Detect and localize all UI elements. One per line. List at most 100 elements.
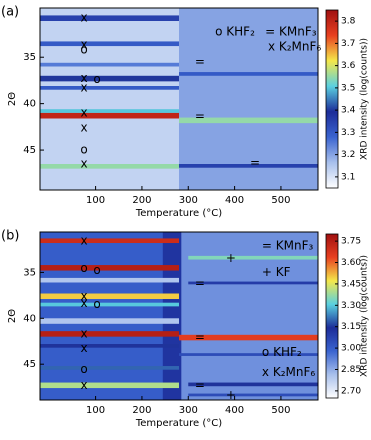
annotation: + [226,388,236,402]
annotation: x [80,80,87,94]
colorbar [325,233,339,399]
heat-cell [179,334,318,341]
colorbar-tick-label: 2.85 [341,365,361,375]
heat-cell [40,8,179,190]
annotation: = KMnF₃ [262,238,314,252]
annotation: o [93,72,100,86]
heat-cell [179,353,318,356]
annotation: + KF [262,265,291,279]
x-tick-label: 200 [132,195,151,206]
x-axis-label: Temperature (°C) [135,418,222,429]
heat-cell [179,8,318,190]
annotation: o [80,261,87,275]
heat-cell [40,75,179,82]
annotation: x [80,120,87,134]
annotation: o [93,297,100,311]
heat-cell [40,41,179,47]
heat-cell [40,265,179,271]
heat-cell [40,238,179,244]
heat-cell [188,393,318,397]
annotation: + [226,251,236,265]
annotation: = [195,109,205,123]
colorbar-tick-label: 3.75 [341,237,361,247]
annotation: = [195,54,205,68]
heat-cell [40,86,179,90]
heat-cell [40,366,179,370]
y-tick-label: 35 [23,52,36,63]
annotation: x [80,105,87,119]
annotation: x K₂MnF₆ [268,40,321,54]
x-tick-label: 500 [271,195,290,206]
heat-cell [188,255,318,260]
annotation: = [195,276,205,290]
y-axis-label: 2Θ [7,92,18,106]
plot-frame [39,7,319,191]
colorbar-tick-label: 2.70 [341,386,361,396]
annotation: x [80,289,87,303]
heat-cell [40,15,179,21]
heat-cell [40,232,179,400]
plot-frame [39,231,319,401]
x-tick-label: 400 [225,405,244,416]
x-tick-label: 300 [179,195,198,206]
colorbar-tick-label: 3.00 [341,344,361,354]
heatmap [40,232,318,400]
panel-label: (a) [1,5,19,20]
y-tick-label: 45 [23,359,36,370]
heat-cell [40,318,179,324]
annotation: o [93,263,100,277]
heat-cell [179,72,318,76]
colorbar-tick-label: 3.7 [341,39,355,49]
heat-cell [188,281,318,285]
x-axis-label: Temperature (°C) [135,208,222,219]
annotation: x [80,38,87,52]
heat-cell [40,164,179,169]
annotation: x [80,71,87,85]
panel-label: (b) [1,229,19,244]
y-tick-label: 40 [23,99,36,110]
annotation: x [80,326,87,340]
heat-cell [40,302,179,307]
annotation: x [80,11,87,25]
heat-cell [179,232,318,400]
annotation: o [80,362,87,376]
annotation: = [250,156,260,170]
heat-cell [179,117,318,124]
heat-cell [188,382,318,387]
colorbar-tick-label: 3.1 [341,172,355,182]
heat-cell [40,277,179,283]
colorbar-tick-label: 3.30 [341,301,361,311]
annotation: o [80,143,87,157]
heat-cell [40,109,179,113]
colorbar-tick-label: 3.60 [341,258,361,268]
colorbar-tick-label: 3.8 [341,17,356,27]
heat-cell [40,382,179,389]
annotation: = [195,378,205,392]
heat-cell [40,344,179,348]
colorbar-tick-label: 3.15 [341,322,361,332]
annotation: = [195,330,205,344]
annotation: o KHF₂ [215,25,255,39]
x-tick-label: 400 [225,195,244,206]
colorbar-tick-label: 3.6 [341,61,356,71]
colorbar-tick-label: 3.45 [341,279,361,289]
x-tick-label: 200 [132,405,151,416]
heat-cell [40,112,179,119]
y-axis-label: 2Θ [7,309,18,323]
heat-cell [40,293,179,300]
x-tick-label: 500 [271,405,290,416]
x-tick-label: 100 [86,195,105,206]
annotation: x [80,341,87,355]
y-tick-label: 35 [23,267,36,278]
colorbar [325,9,339,189]
annotation: o KHF₂ [262,345,302,359]
heatmap [40,8,318,190]
y-tick-label: 45 [23,145,36,156]
annotation: x [80,378,87,392]
annotation: x K₂MnF₆ [262,365,315,379]
heat-cell [162,232,182,400]
colorbar-label: XRD intensity (log(counts)) [360,255,370,377]
colorbar-tick-label: 3.2 [341,150,355,160]
x-tick-label: 100 [86,405,105,416]
